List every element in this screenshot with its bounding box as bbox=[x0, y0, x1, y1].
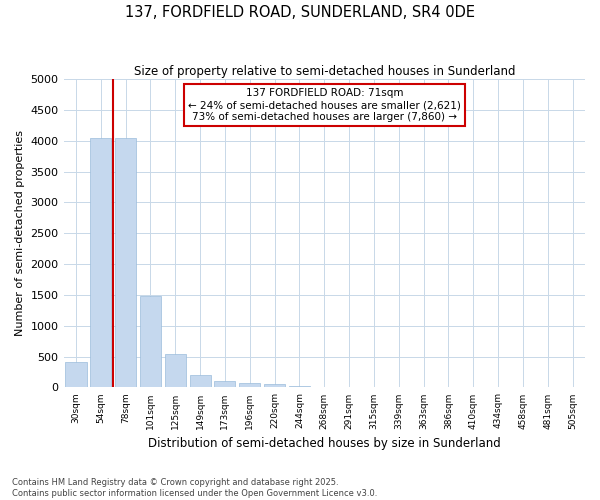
Bar bbox=[239, 383, 260, 388]
Bar bbox=[90, 138, 112, 388]
X-axis label: Distribution of semi-detached houses by size in Sunderland: Distribution of semi-detached houses by … bbox=[148, 437, 500, 450]
Bar bbox=[140, 296, 161, 388]
Title: Size of property relative to semi-detached houses in Sunderland: Size of property relative to semi-detach… bbox=[134, 65, 515, 78]
Text: 137, FORDFIELD ROAD, SUNDERLAND, SR4 0DE: 137, FORDFIELD ROAD, SUNDERLAND, SR4 0DE bbox=[125, 5, 475, 20]
Text: 137 FORDFIELD ROAD: 71sqm
← 24% of semi-detached houses are smaller (2,621)
73% : 137 FORDFIELD ROAD: 71sqm ← 24% of semi-… bbox=[188, 88, 461, 122]
Y-axis label: Number of semi-detached properties: Number of semi-detached properties bbox=[15, 130, 25, 336]
Bar bbox=[65, 362, 86, 388]
Bar bbox=[165, 354, 186, 388]
Bar bbox=[214, 382, 235, 388]
Bar bbox=[264, 384, 285, 388]
Bar bbox=[115, 138, 136, 388]
Bar bbox=[190, 375, 211, 388]
Bar bbox=[289, 386, 310, 388]
Text: Contains HM Land Registry data © Crown copyright and database right 2025.
Contai: Contains HM Land Registry data © Crown c… bbox=[12, 478, 377, 498]
